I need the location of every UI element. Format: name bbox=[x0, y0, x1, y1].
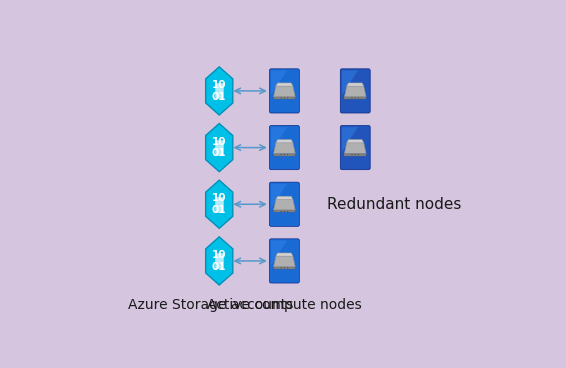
FancyBboxPatch shape bbox=[273, 97, 295, 99]
Text: 10
01: 10 01 bbox=[212, 250, 226, 272]
Circle shape bbox=[287, 154, 288, 155]
Polygon shape bbox=[276, 196, 293, 199]
Text: 10
01: 10 01 bbox=[212, 137, 226, 158]
Polygon shape bbox=[276, 83, 293, 86]
Text: Redundant nodes: Redundant nodes bbox=[327, 197, 461, 212]
Circle shape bbox=[281, 268, 282, 269]
FancyBboxPatch shape bbox=[273, 267, 295, 269]
FancyBboxPatch shape bbox=[215, 84, 224, 98]
FancyBboxPatch shape bbox=[273, 210, 295, 212]
Text: Active compute nodes: Active compute nodes bbox=[207, 298, 362, 312]
FancyBboxPatch shape bbox=[215, 140, 224, 155]
Polygon shape bbox=[271, 241, 287, 265]
FancyBboxPatch shape bbox=[340, 125, 370, 170]
Polygon shape bbox=[205, 237, 233, 285]
FancyBboxPatch shape bbox=[215, 254, 224, 268]
Text: Azure Storage accounts: Azure Storage accounts bbox=[128, 298, 293, 312]
Circle shape bbox=[284, 211, 285, 212]
Circle shape bbox=[284, 268, 285, 269]
Circle shape bbox=[351, 98, 353, 99]
Text: 10
01: 10 01 bbox=[212, 80, 226, 102]
Polygon shape bbox=[342, 127, 358, 152]
FancyBboxPatch shape bbox=[215, 197, 224, 212]
Circle shape bbox=[287, 268, 288, 269]
Text: 10
01: 10 01 bbox=[212, 194, 226, 215]
Polygon shape bbox=[347, 139, 364, 143]
Circle shape bbox=[284, 98, 285, 99]
Circle shape bbox=[281, 98, 282, 99]
Circle shape bbox=[287, 98, 288, 99]
Polygon shape bbox=[205, 67, 233, 115]
Circle shape bbox=[355, 154, 356, 155]
Circle shape bbox=[287, 211, 288, 212]
FancyBboxPatch shape bbox=[344, 97, 366, 99]
Polygon shape bbox=[344, 86, 366, 97]
Polygon shape bbox=[344, 143, 366, 153]
Polygon shape bbox=[205, 124, 233, 172]
Circle shape bbox=[284, 154, 285, 155]
FancyBboxPatch shape bbox=[273, 153, 295, 156]
Polygon shape bbox=[205, 180, 233, 228]
FancyBboxPatch shape bbox=[344, 153, 366, 156]
Circle shape bbox=[355, 98, 356, 99]
Circle shape bbox=[351, 154, 353, 155]
Polygon shape bbox=[273, 143, 295, 153]
FancyBboxPatch shape bbox=[269, 239, 299, 283]
Circle shape bbox=[281, 154, 282, 155]
Circle shape bbox=[358, 98, 359, 99]
Polygon shape bbox=[273, 256, 295, 267]
Polygon shape bbox=[276, 139, 293, 143]
Circle shape bbox=[358, 154, 359, 155]
Polygon shape bbox=[276, 253, 293, 256]
FancyBboxPatch shape bbox=[269, 125, 299, 170]
Polygon shape bbox=[273, 199, 295, 210]
FancyBboxPatch shape bbox=[269, 182, 299, 226]
Polygon shape bbox=[271, 127, 287, 152]
Polygon shape bbox=[342, 71, 358, 95]
Circle shape bbox=[281, 211, 282, 212]
FancyBboxPatch shape bbox=[269, 69, 299, 113]
Polygon shape bbox=[347, 83, 364, 86]
Polygon shape bbox=[271, 184, 287, 208]
Polygon shape bbox=[271, 71, 287, 95]
Polygon shape bbox=[273, 86, 295, 97]
FancyBboxPatch shape bbox=[340, 69, 370, 113]
